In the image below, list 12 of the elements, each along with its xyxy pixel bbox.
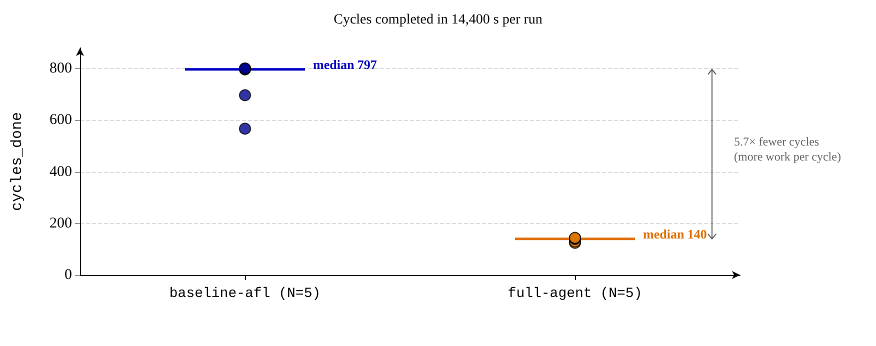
x-tick-label: baseline-afl (N=5) [169,286,321,302]
ref-line-label: median 140 [643,226,707,242]
chart-title: Cycles completed in 14,400 s per run [334,12,542,28]
y-tick-label: 0 [64,267,72,283]
y-tick-label: 200 [50,215,72,232]
x-tick-label: full-agent (N=5) [508,286,642,302]
annotation: 5.7× fewer cycles (more work per cycle) [734,134,841,164]
y-tick-label: 400 [50,164,72,180]
y-tick-label: 600 [50,112,72,128]
ref-line-label: median 797 [313,56,378,72]
y-axis-title: cycles_done [9,112,26,212]
y-tick-label: 800 [50,60,72,77]
